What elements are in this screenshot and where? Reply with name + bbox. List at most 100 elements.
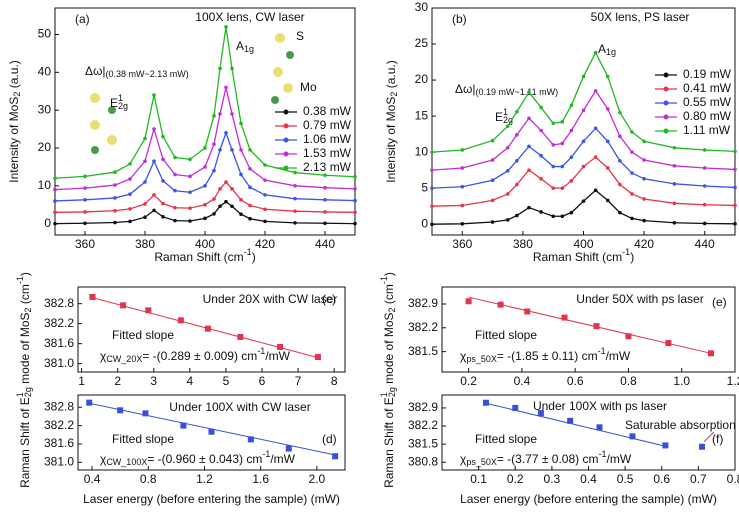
spectrum-point [581, 139, 586, 144]
y-tick-label: 381.6 [44, 336, 74, 350]
spectrum-line [54, 130, 356, 202]
y-axis-label-part: mode of MoS [382, 312, 396, 387]
spectrum-point [593, 89, 598, 93]
y-tick-label: 382.2 [44, 316, 74, 330]
x-tick-label: 360 [452, 237, 472, 251]
spectrum-point [560, 214, 565, 219]
spectrum-point [173, 155, 177, 160]
annotation: Saturable absorption point [625, 418, 739, 432]
x-axis-label-part: -1 [622, 247, 630, 257]
spectrum-line [54, 200, 356, 225]
annotation: Fitted slope [475, 328, 537, 342]
data-point [567, 417, 574, 424]
y-axis-label: Raman Shift of E12g mode of MoS2 (cm-1) [15, 272, 33, 488]
spectrum-line [54, 87, 356, 191]
spectrum-point [230, 148, 234, 152]
spectrum-point [218, 66, 222, 71]
data-point [524, 308, 531, 315]
y-axis-label: Intensity of MoS2 (a.u.) [384, 60, 399, 182]
spectrum-point [230, 187, 234, 191]
y-axis-label-part: Intensity of MoS [7, 97, 21, 183]
y-tick-label: 25 [415, 36, 429, 50]
spectrum-point [460, 222, 465, 226]
annotation: (e) [712, 295, 727, 309]
spectrum-point [539, 210, 543, 214]
spectrum-point [569, 155, 574, 159]
y-tick-label: 15 [415, 108, 429, 122]
spectrum-point [527, 90, 531, 95]
spectrum-point [430, 204, 434, 208]
annotation: Fitted slope [475, 432, 537, 446]
y-axis-label-part: Raman Shift of E [18, 397, 32, 488]
y-tick-label: 5 [421, 180, 428, 194]
spectrum-point [218, 204, 222, 209]
plot-frame [77, 286, 346, 373]
y-tick-label: 30 [38, 102, 52, 116]
spectrum-point [460, 166, 465, 170]
spectrum-point [560, 141, 565, 146]
spectrum-point [212, 197, 216, 201]
y-tick-label: 20 [415, 72, 429, 86]
data-point [537, 410, 544, 417]
annotation: S [296, 29, 304, 43]
spectrum-point [560, 186, 565, 190]
spectrum-point [53, 199, 57, 203]
y-axis-label-part: (cm [18, 284, 32, 307]
spectrum-point [239, 212, 243, 216]
spectrum-point [323, 210, 327, 214]
spectrum-point [248, 185, 252, 190]
spectrum-point [128, 162, 132, 166]
arrow [703, 431, 715, 443]
spectrum-point [605, 107, 610, 111]
legend-label: 1.11 mW [683, 123, 731, 137]
x-tick-label: 0.2 [507, 472, 524, 486]
y-axis-label-part: (a.u.) [384, 60, 398, 91]
data-point [86, 399, 93, 406]
spectrum-point [551, 164, 555, 169]
spectrum-point [152, 93, 156, 97]
spectrum-point [733, 149, 737, 154]
spectrum-point [672, 164, 677, 168]
spectrum-point [239, 198, 243, 202]
y-tick-label: 381.6 [44, 436, 74, 450]
annotation-part: (0.19 mW~1.11 mW) [476, 87, 559, 97]
data-point [665, 340, 672, 347]
y-axis-label-part: 2g [23, 387, 33, 397]
annotation: Under 50X with ps laser [576, 292, 703, 306]
spectrum-point [323, 185, 327, 190]
x-axis-label-part: Raman Shift (cm [533, 250, 622, 264]
spectrum-point [593, 126, 598, 131]
spectrum-point [203, 202, 207, 207]
x-tick-label: 420 [634, 237, 654, 251]
annotation-part: /mW [606, 349, 631, 363]
spectrum-point [161, 134, 165, 139]
data-point [561, 314, 568, 321]
spectrum-point [128, 177, 132, 181]
spectrum-point [161, 201, 165, 206]
annotation-part: χ [460, 349, 467, 363]
spectrum-point [263, 178, 267, 182]
spectrum-point [224, 25, 228, 29]
spectrum-point [430, 168, 434, 172]
spectrum-point [618, 210, 622, 215]
legend-marker [663, 128, 669, 134]
spectrum-point [248, 166, 252, 171]
spectrum-point [293, 170, 297, 175]
x-axis-label-part: -1 [244, 247, 252, 257]
annotation-part: /mW [265, 349, 290, 363]
x-axis-label-part: ) [630, 250, 634, 264]
annotation: E1 2g [495, 107, 513, 125]
y-axis-label-part: Intensity of MoS [384, 97, 398, 183]
annotation: E1 2g [110, 93, 128, 111]
annotation: Under 100X with CW laser [169, 400, 310, 414]
spectrum-point [173, 188, 177, 193]
spectrum-point [527, 144, 531, 149]
legend-label: 0.19 mW [683, 67, 732, 81]
annotation-part: E [495, 110, 503, 124]
spectrum-point [161, 215, 165, 219]
spectrum-point [515, 213, 519, 218]
annotation-part: ps_50X [466, 354, 497, 364]
y-tick-label: 0 [421, 216, 428, 230]
y-tick-label: 40 [38, 64, 52, 78]
spectrum-point [323, 173, 327, 178]
